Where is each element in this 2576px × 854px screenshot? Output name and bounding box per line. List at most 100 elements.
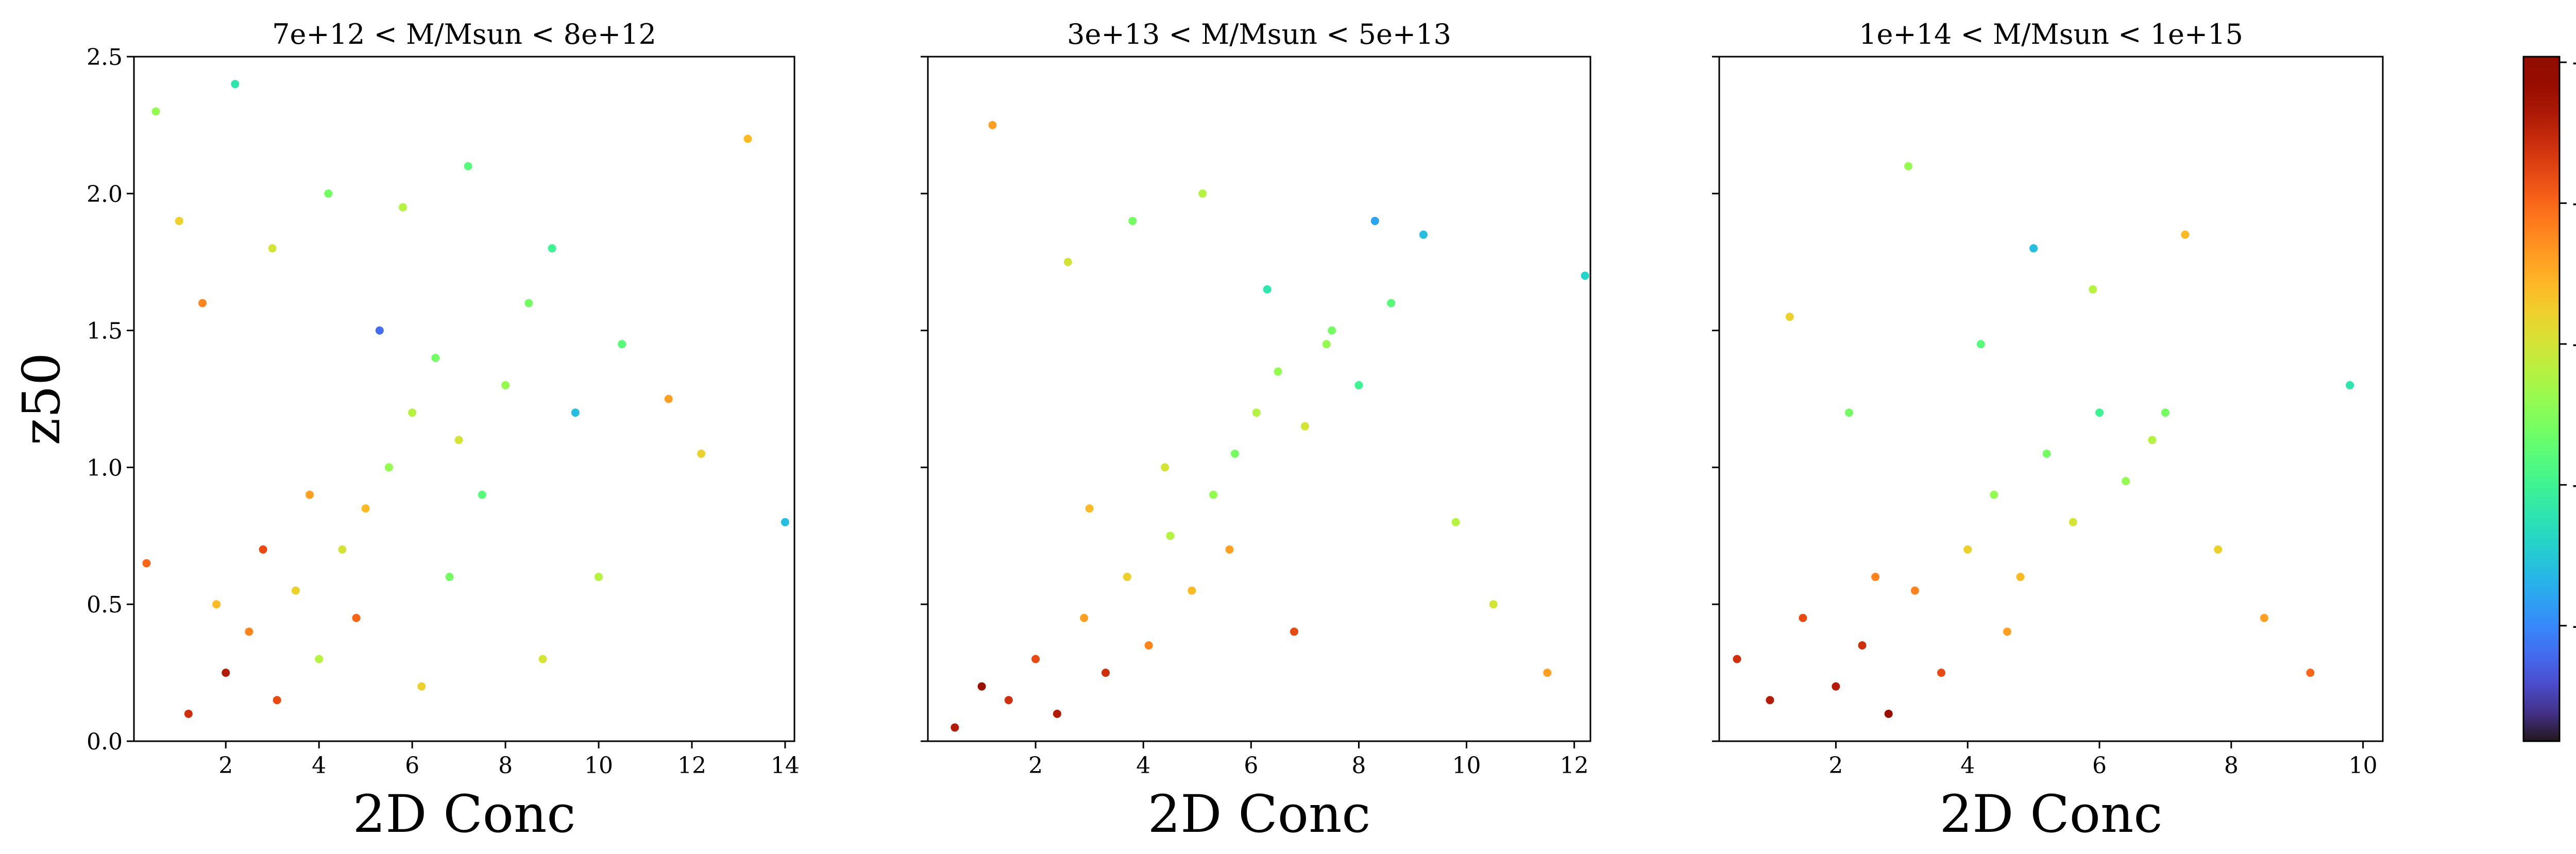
scatter-point (1166, 532, 1175, 540)
x-tick-label: 4 (1960, 753, 1975, 779)
x-tick-label: 12 (1560, 753, 1589, 779)
y-tick-label: 1.5 (87, 318, 123, 345)
scatter-point (1063, 258, 1072, 266)
scatter-point (1354, 381, 1363, 389)
scatter-point (231, 80, 240, 89)
colorbar-tick-label: −1.0 (2571, 191, 2576, 217)
scatter-point (2029, 244, 2038, 253)
scatter-point (1799, 613, 1807, 622)
scatter-point (501, 381, 510, 389)
scatter-point (2069, 518, 2077, 526)
scatter-point (324, 189, 333, 198)
scatter-point (548, 244, 556, 253)
scatter-point (273, 696, 281, 705)
scatter-point (384, 463, 393, 472)
x-tick-label: 14 (771, 753, 800, 779)
scatter-point (1263, 285, 1272, 294)
scatter-point (408, 408, 417, 417)
y-tick-label: 2.0 (87, 181, 123, 208)
x-axis-label: 2D Conc (1148, 784, 1371, 844)
x-axis-label: 2D Conc (1940, 784, 2163, 844)
scatter-point (1733, 655, 1741, 663)
scatter-point (664, 395, 673, 403)
scatter-point (1123, 573, 1131, 582)
x-tick-label: 2 (218, 753, 233, 779)
x-tick-label: 8 (1351, 753, 1366, 779)
scatter-point (2003, 627, 2011, 636)
scatter-point (352, 613, 361, 622)
scatter-point (1161, 463, 1170, 472)
scatter-point (175, 216, 183, 225)
scatter-point (399, 203, 408, 212)
scatter-point (198, 299, 207, 308)
scatter-point (222, 669, 230, 677)
scatter-point (1322, 340, 1331, 349)
x-tick-label: 12 (677, 753, 706, 779)
scatter-point (445, 573, 454, 582)
scatter-point (375, 326, 384, 335)
colorbar-tick-label: −0.5 (2571, 50, 2576, 76)
scatter-point (2161, 408, 2170, 417)
scatter-point (1419, 230, 1428, 239)
y-tick-label: 1.0 (87, 455, 123, 481)
scatter-point (571, 408, 580, 417)
scatter-point (142, 559, 151, 568)
scatter-point (2181, 230, 2190, 239)
x-tick-label: 2 (1028, 753, 1043, 779)
scatter-point (977, 682, 986, 691)
scatter-point (259, 545, 267, 554)
x-tick-label: 2 (1828, 753, 1843, 779)
scatter-point (1101, 669, 1110, 677)
scatter-point (151, 107, 160, 116)
scatter-point (1785, 313, 1794, 321)
colorbar-tick-label: −2.0 (2571, 472, 2576, 499)
scatter-point (1976, 340, 1985, 349)
scatter-point (1387, 299, 1396, 308)
scatter-point (1990, 490, 1998, 499)
x-tick-label: 8 (498, 753, 513, 779)
scatter-point (1451, 518, 1460, 526)
scatter-point (464, 162, 472, 170)
y-axis-label: z50 (11, 353, 72, 446)
scatter-point (1489, 600, 1498, 609)
x-tick-label: 4 (312, 753, 326, 779)
scatter-point (1937, 669, 1946, 677)
scatter-point (1963, 545, 1972, 554)
axes-frame (1718, 56, 2384, 742)
axes-frame (133, 56, 795, 742)
scatter-point (1290, 627, 1298, 636)
scatter-point (524, 299, 533, 308)
scatter-point (291, 586, 300, 595)
y-tick-label: 2.5 (87, 44, 123, 71)
colorbar (2522, 56, 2561, 742)
scatter-point (1766, 696, 1774, 705)
scatter-point (988, 121, 997, 129)
scatter-point (1328, 326, 1336, 335)
scatter-point (1230, 449, 1239, 458)
scatter-point (538, 655, 547, 663)
scatter-point (2095, 408, 2104, 417)
scatter-point (1871, 573, 1880, 582)
scatter-point (1543, 669, 1552, 677)
scatter-point (1144, 641, 1153, 650)
scatter-point (1910, 586, 1919, 595)
x-axis-label: 2D Conc (353, 784, 576, 844)
x-tick-label: 10 (2349, 753, 2378, 779)
scatter-point (1904, 162, 1913, 170)
scatter-point (184, 709, 193, 718)
scatter-point (454, 436, 463, 445)
scatter-point (743, 134, 752, 143)
scatter-point (2306, 669, 2315, 677)
scatter-point (2089, 285, 2097, 294)
scatter-point (417, 682, 426, 691)
scatter-point (2260, 613, 2268, 622)
axes-frame (927, 56, 1591, 742)
y-tick-label: 0.0 (87, 729, 123, 755)
scatter-point (1300, 422, 1309, 431)
x-tick-label: 10 (1452, 753, 1481, 779)
panel-title: 7e+12 < M/Msun < 8e+12 (272, 18, 656, 50)
scatter-point (618, 340, 626, 349)
scatter-point (306, 490, 314, 499)
colorbar-tick-label: −2.5 (2571, 613, 2576, 640)
scatter-point (1581, 271, 1589, 280)
